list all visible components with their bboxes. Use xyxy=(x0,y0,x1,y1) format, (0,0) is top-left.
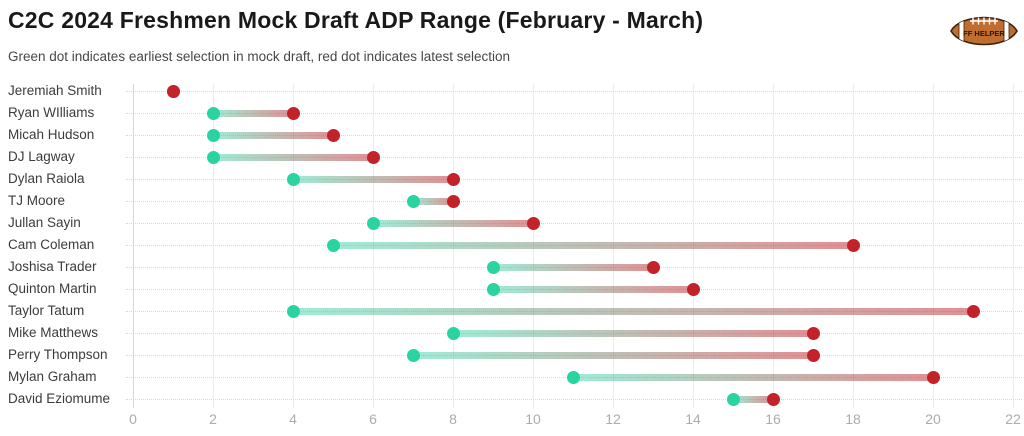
x-tick-label: 18 xyxy=(845,411,861,427)
row-guideline xyxy=(126,201,1022,202)
latest-selection-dot xyxy=(286,106,300,120)
latest-selection-dot xyxy=(366,150,380,164)
row-guideline xyxy=(126,179,1022,180)
range-line xyxy=(213,131,333,139)
player-label: Quinton Martin xyxy=(8,281,97,296)
player-label: Mylan Graham xyxy=(8,369,97,384)
row-guideline xyxy=(126,113,1022,114)
logo-text: FF HELPER xyxy=(963,29,1005,38)
latest-selection-dot xyxy=(846,238,860,252)
range-line xyxy=(493,285,693,293)
earliest-selection-dot xyxy=(326,238,340,252)
latest-selection-dot xyxy=(686,282,700,296)
range-line xyxy=(573,373,933,381)
player-label: TJ Moore xyxy=(8,193,66,208)
range-line xyxy=(213,153,373,161)
latest-selection-dot xyxy=(446,172,460,186)
earliest-selection-dot xyxy=(566,370,580,384)
page-subtitle: Green dot indicates earliest selection i… xyxy=(8,49,511,64)
earliest-selection-dot xyxy=(286,172,300,186)
earliest-selection-dot xyxy=(206,106,220,120)
latest-selection-dot xyxy=(926,370,940,384)
row-guideline xyxy=(126,157,1022,158)
x-tick-label: 4 xyxy=(289,411,297,427)
x-tick-label: 0 xyxy=(129,411,137,427)
x-tick-label: 6 xyxy=(369,411,377,427)
latest-selection-dot xyxy=(646,260,660,274)
latest-selection-dot xyxy=(766,392,780,406)
earliest-selection-dot xyxy=(406,348,420,362)
x-gridline xyxy=(213,84,214,408)
latest-selection-dot xyxy=(326,128,340,142)
player-label: Mike Matthews xyxy=(8,325,99,340)
player-label: DJ Lagway xyxy=(8,149,75,164)
player-label: Perry Thompson xyxy=(8,347,108,362)
range-line xyxy=(413,351,813,359)
earliest-selection-dot xyxy=(446,326,460,340)
row-guideline xyxy=(126,399,1022,400)
latest-selection-dot xyxy=(166,84,180,98)
range-line xyxy=(733,395,773,403)
player-label: Taylor Tatum xyxy=(8,303,85,318)
x-gridline xyxy=(1013,84,1014,408)
earliest-selection-dot xyxy=(486,260,500,274)
range-line xyxy=(493,263,653,271)
row-guideline xyxy=(126,223,1022,224)
x-tick-label: 16 xyxy=(765,411,781,427)
latest-selection-dot xyxy=(806,326,820,340)
x-gridline xyxy=(293,84,294,408)
x-gridline xyxy=(933,84,934,408)
player-label: Joshisa Trader xyxy=(8,259,97,274)
earliest-selection-dot xyxy=(206,150,220,164)
earliest-selection-dot xyxy=(406,194,420,208)
row-guideline xyxy=(126,135,1022,136)
page-title: C2C 2024 Freshmen Mock Draft ADP Range (… xyxy=(8,7,704,33)
player-label: Ryan WIlliams xyxy=(8,105,95,120)
range-line xyxy=(213,109,293,117)
player-label: Jullan Sayin xyxy=(8,215,81,230)
range-line xyxy=(373,219,533,227)
range-line xyxy=(293,307,973,315)
earliest-selection-dot xyxy=(726,392,740,406)
earliest-selection-dot xyxy=(486,282,500,296)
x-tick-label: 14 xyxy=(685,411,701,427)
x-tick-label: 10 xyxy=(525,411,541,427)
latest-selection-dot xyxy=(526,216,540,230)
earliest-selection-dot xyxy=(366,216,380,230)
x-tick-label: 22 xyxy=(1005,411,1021,427)
range-line xyxy=(333,241,853,249)
player-label: David Eziomume xyxy=(8,391,111,406)
ff-helper-football-logo-icon: FF HELPER xyxy=(950,16,1018,46)
x-tick-label: 8 xyxy=(449,411,457,427)
player-label: Dylan Raiola xyxy=(8,171,85,186)
range-line xyxy=(453,329,813,337)
player-label: Jeremiah Smith xyxy=(8,83,102,98)
player-label: Micah Hudson xyxy=(8,127,95,142)
earliest-selection-dot xyxy=(286,304,300,318)
range-line xyxy=(293,175,453,183)
latest-selection-dot xyxy=(446,194,460,208)
range-line xyxy=(413,197,453,205)
earliest-selection-dot xyxy=(206,128,220,142)
x-gridline xyxy=(133,84,134,408)
latest-selection-dot xyxy=(966,304,980,318)
x-tick-label: 2 xyxy=(209,411,217,427)
latest-selection-dot xyxy=(806,348,820,362)
x-tick-label: 12 xyxy=(605,411,621,427)
row-guideline xyxy=(126,91,1022,92)
x-tick-label: 20 xyxy=(925,411,941,427)
player-label: Cam Coleman xyxy=(8,237,95,252)
